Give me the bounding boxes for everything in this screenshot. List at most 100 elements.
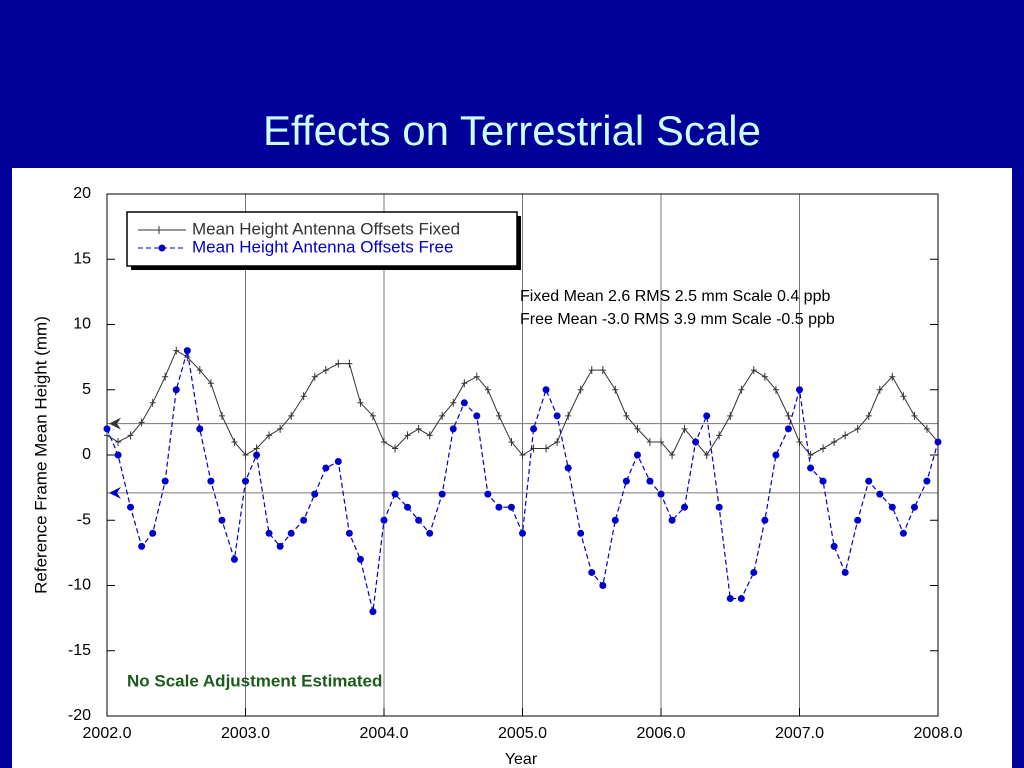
point — [218, 411, 225, 420]
note: No Scale Adjustment Estimated — [127, 671, 382, 690]
point — [658, 437, 664, 446]
point — [426, 431, 433, 440]
point — [381, 437, 387, 446]
point — [716, 431, 723, 440]
point — [439, 411, 446, 420]
point — [692, 438, 700, 446]
point — [923, 424, 930, 433]
slide-title: Effects on Terrestrial Scale — [263, 107, 761, 154]
point — [404, 431, 411, 440]
point — [703, 451, 710, 459]
point — [726, 595, 734, 603]
point — [831, 437, 838, 446]
point — [738, 385, 745, 394]
point — [460, 399, 468, 407]
point — [415, 424, 422, 433]
point — [796, 437, 803, 446]
point — [438, 490, 446, 498]
point — [554, 437, 561, 446]
legend-box — [126, 211, 518, 267]
y-tick-label: 15 — [73, 250, 91, 267]
point — [426, 529, 434, 537]
point — [703, 412, 711, 420]
y-tick-label: 20 — [73, 185, 91, 202]
point — [266, 431, 273, 440]
point — [772, 451, 780, 459]
point — [865, 477, 873, 485]
point — [288, 411, 295, 420]
point — [104, 431, 110, 440]
point — [322, 366, 329, 375]
point — [473, 412, 481, 420]
point — [519, 451, 526, 459]
point — [172, 386, 180, 394]
point — [253, 451, 261, 459]
point — [507, 503, 515, 511]
point — [530, 425, 538, 433]
point — [461, 379, 468, 388]
point — [542, 386, 550, 394]
point — [564, 464, 572, 472]
point — [149, 529, 157, 537]
point — [900, 392, 907, 401]
point — [300, 392, 307, 401]
point — [127, 431, 134, 440]
point — [633, 451, 641, 459]
stats-fixed: Fixed Mean 2.6 RMS 2.5 mm Scale 0.4 ppb — [520, 288, 830, 305]
point — [623, 411, 630, 420]
y-axis-label: Reference Frame Mean Height (mm) — [31, 316, 50, 594]
point — [484, 490, 492, 498]
point — [207, 379, 214, 388]
point — [577, 385, 584, 394]
legend-label: Mean Height Antenna Offsets Free — [192, 237, 453, 256]
point — [820, 444, 827, 453]
point — [335, 359, 342, 368]
point — [242, 451, 249, 459]
x-axis-label: Year — [505, 751, 538, 768]
point — [287, 529, 295, 537]
point — [750, 568, 758, 576]
point — [391, 490, 399, 498]
point — [484, 385, 491, 394]
point — [634, 424, 641, 433]
point — [622, 477, 630, 485]
point — [785, 411, 792, 420]
point — [819, 477, 827, 485]
point — [899, 529, 907, 537]
y-tick-label: -20 — [68, 707, 91, 724]
point — [127, 503, 135, 511]
point — [565, 411, 572, 420]
y-tick-label: -5 — [77, 511, 91, 528]
point — [369, 608, 377, 616]
point — [577, 529, 585, 537]
point — [761, 372, 768, 381]
point — [599, 366, 606, 375]
point — [311, 372, 318, 381]
point — [889, 372, 896, 381]
point — [796, 386, 803, 394]
point — [588, 366, 595, 375]
x-tick-label: 2002.0 — [83, 725, 132, 742]
point — [277, 424, 284, 433]
point — [218, 516, 226, 524]
point — [449, 425, 457, 433]
point — [807, 464, 815, 472]
x-tick-label: 2006.0 — [637, 725, 686, 742]
point — [138, 418, 145, 427]
y-tick-label: 5 — [82, 381, 91, 398]
plot: 2002.0 2003.0 2004.0 2005.0 2006.0 2007.0 2008… — [68, 185, 963, 742]
point — [103, 425, 111, 433]
point — [842, 431, 849, 440]
point — [923, 477, 931, 485]
point — [450, 398, 457, 407]
plot-frame — [106, 193, 939, 717]
point — [380, 516, 388, 524]
point — [495, 503, 503, 511]
point — [356, 555, 364, 563]
point — [346, 359, 353, 368]
y-tick-label: 0 — [82, 446, 91, 463]
point — [508, 437, 515, 446]
point — [934, 438, 942, 446]
point — [415, 516, 423, 524]
